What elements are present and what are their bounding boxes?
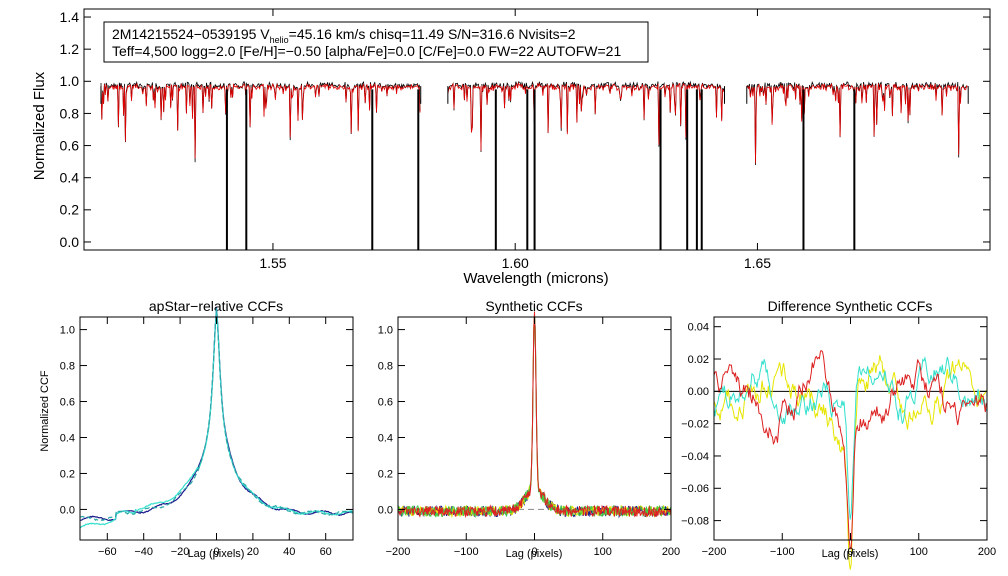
synthetic-ccf-xtick-label: −100 (454, 546, 479, 558)
model-spectrum-line (100, 82, 421, 159)
apstar-ccf-ticks: −60 −40 −20 0 20 40 60 0.0 0.2 0.4 0.6 0.8 1.0 (60, 317, 353, 558)
synthetic-ccf-xlabel: Lag (pixels) (506, 548, 563, 560)
spectrum-ticks: 1.55 1.60 1.65 0.0 0.2 0.4 0.6 0.8 1.0 1.2 1.4 (60, 9, 990, 271)
spectrum-annotation: 2M14215524−0539195 Vhelio=45.16 km/s chi… (103, 21, 649, 63)
synthetic-ccf-xtick-label: 100 (594, 546, 612, 558)
synthetic-ccf-series-3 (397, 314, 672, 519)
apstar-ccf-xtick-label: −20 (171, 546, 190, 558)
annotation-star-id: 2M14215524−0539195 V (112, 26, 270, 42)
synthetic-ccf-ticks: −200 −100 0 100 200 0.0 0.2 0.4 0.6 0.8 1.0 (378, 317, 680, 558)
apstar-ccf-ytick-label: 0.6 (60, 396, 75, 408)
synthetic-ccf-title: Synthetic CCFs (485, 298, 582, 314)
apstar-ccf-axes-frame (79, 316, 354, 541)
difference-ccf-ytick-label: 0.00 (688, 386, 709, 398)
difference-ccf-ytick-label: 0.02 (688, 354, 709, 366)
difference-ccf-xtick-label: −100 (770, 546, 795, 558)
difference-ccf-ytick-label: −0.08 (681, 515, 709, 527)
apstar-ccf-ytick-label: 0.2 (60, 468, 75, 480)
synthetic-ccf-panel: Synthetic CCFs −200 −100 0 100 200 0.0 0.2 0.4 0… (378, 298, 680, 560)
apstar-ccf-xtick-label: 0 (213, 546, 219, 558)
spectrum-ytick-label: 0.8 (60, 105, 80, 121)
apstar-ccf-title: apStar−relative CCFs (149, 298, 283, 314)
annotation-box (103, 21, 649, 63)
apstar-ccf-xtick-label: 60 (320, 546, 332, 558)
difference-ccf-data (713, 350, 987, 570)
difference-ccf-xlabel: Lag (pixels) (822, 548, 879, 560)
apstar-ccf-series-3 (79, 308, 353, 522)
synthetic-ccf-series-1 (397, 317, 672, 519)
annotation-stats: =45.16 km/s chisq=11.49 S/N=316.6 Nvisit… (289, 26, 576, 42)
spectrum-ytick-label: 0.6 (60, 137, 80, 153)
synthetic-ccf-ytick-label: 0.6 (378, 396, 393, 408)
spectrum-axes-frame (83, 8, 991, 251)
spectrum-ytick-label: 1.2 (60, 41, 80, 57)
synthetic-ccf-xtick-label: 0 (531, 546, 537, 558)
difference-ccf-title: Difference Synthetic CCFs (768, 298, 933, 314)
spectrum-ytick-label: 0.0 (60, 234, 80, 250)
apstar-ccf-xlabel: Lag (pixels) (188, 548, 245, 560)
difference-ccf-xtick-label: 100 (910, 546, 928, 558)
spectrum-ylabel: Normalized Flux (31, 71, 48, 180)
difference-ccf-panel: Difference Synthetic CCFs −200 −100 0 100 20… (681, 298, 996, 570)
apstar-ccf-ytick-label: 0.4 (60, 432, 75, 444)
difference-ccf-xtick-label: −200 (702, 546, 727, 558)
spectrum-xtick-label: 1.60 (502, 255, 529, 271)
apstar-ccf-series-2 (79, 309, 354, 529)
spectrum-panel: 1.55 1.60 1.65 0.0 0.2 0.4 0.6 0.8 1.0 1.2 1.4 2M1… (31, 8, 991, 287)
apstar-ccf-xtick-label: 40 (283, 546, 295, 558)
model-spectrum-line (447, 82, 725, 151)
spectrum-xtick-label: 1.65 (744, 255, 771, 271)
difference-ccf-ytick-label: −0.04 (681, 451, 709, 463)
apstar-ccf-xtick-label: −40 (134, 546, 153, 558)
spectrum-xtick-label: 1.55 (259, 255, 286, 271)
difference-ccf-series-2 (713, 355, 987, 520)
synthetic-ccf-xtick-label: −200 (386, 546, 411, 558)
annotation-subscript: helio (270, 35, 289, 45)
synthetic-ccf-ytick-label: 0.0 (378, 504, 393, 516)
observed-spectrum-line (746, 80, 968, 166)
difference-ccf-xtick-label: 200 (978, 546, 996, 558)
annotation-line-1: 2M14215524−0539195 Vhelio=45.16 km/s chi… (112, 26, 576, 45)
annotation-line-2: Teff=4,500 logg=2.0 [Fe/H]=−0.50 [alpha/… (112, 43, 621, 59)
synthetic-ccf-series-2 (397, 315, 672, 519)
synthetic-ccf-series-4 (397, 311, 672, 519)
difference-ccf-axes-frame (713, 316, 988, 541)
difference-ccf-ticks: −200 −100 0 100 200 0.04 0.02 0.00 −0.02 −0.04 −0.… (681, 317, 996, 558)
apstar-ccf-ytick-label: 1.0 (60, 324, 75, 336)
synthetic-ccf-xtick-label: 200 (662, 546, 680, 558)
synthetic-ccf-ytick-label: 1.0 (378, 324, 393, 336)
synthetic-ccf-ytick-label: 0.2 (378, 468, 393, 480)
synthetic-ccf-ytick-label: 0.8 (378, 360, 393, 372)
apstar-ccf-ytick-label: 0.8 (60, 360, 75, 372)
spectrum-ytick-label: 1.4 (60, 9, 80, 25)
spectrum-ytick-label: 0.2 (60, 202, 80, 218)
difference-ccf-ytick-label: −0.06 (681, 483, 709, 495)
difference-ccf-xtick-label: 0 (847, 546, 853, 558)
apstar-ccf-data (79, 307, 354, 529)
synthetic-ccf-ytick-label: 0.4 (378, 432, 393, 444)
difference-ccf-ytick-label: 0.04 (688, 322, 709, 334)
apstar-ccf-xtick-label: 20 (247, 546, 259, 558)
apstar-ccf-panel: apStar−relative CCFs −60 −40 −20 0 20 40 60 0.0… (39, 298, 354, 560)
spectrum-ytick-label: 1.0 (60, 73, 80, 89)
apstar-ccf-series-1 (79, 307, 354, 522)
synthetic-ccf-data (397, 311, 672, 519)
model-spectrum-line (746, 82, 968, 164)
apstar-ccf-ylabel: Normalized CCF (39, 370, 51, 452)
apstar-ccf-ytick-label: 0.0 (60, 504, 75, 516)
difference-ccf-series-1 (713, 355, 987, 570)
difference-ccf-ytick-label: −0.02 (681, 419, 709, 431)
spectrum-xlabel: Wavelength (microns) (463, 270, 608, 287)
difference-ccf-series-3 (713, 350, 987, 550)
spectrum-data (100, 80, 969, 250)
apstar-ccf-xtick-label: −60 (98, 546, 117, 558)
spectrum-ytick-label: 0.4 (60, 170, 80, 186)
